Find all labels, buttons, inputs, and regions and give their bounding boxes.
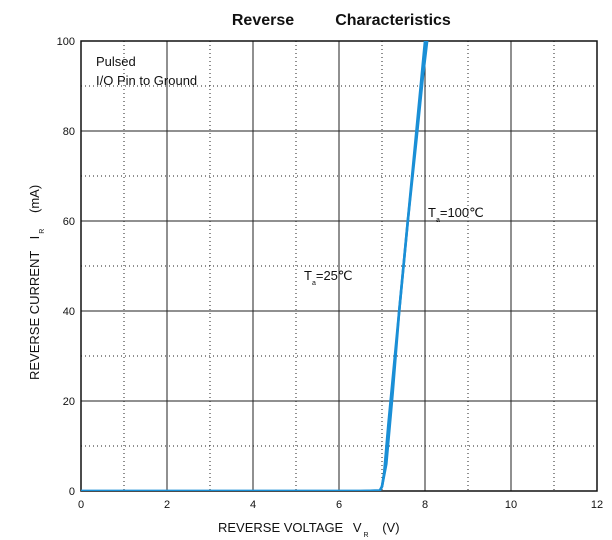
series-label-25c-value: =25℃ xyxy=(316,268,353,283)
y-tick-label: 20 xyxy=(63,396,75,408)
x-tick-label: 12 xyxy=(591,499,603,511)
series-line-100c xyxy=(81,41,429,491)
y-tick-label: 100 xyxy=(57,36,75,48)
series-label-100c: Ta=100℃ xyxy=(428,205,484,224)
svg-text:REVERSE VOLTAGE VR: REVERSE VOLTAGE VR (V) xyxy=(218,520,400,540)
series-label-100c-subscript: a xyxy=(436,217,440,224)
chart-title: Reverse Characteristics xyxy=(232,12,451,29)
x-axis-label-symbol: V xyxy=(353,520,362,535)
series-label-100c-symbol: T xyxy=(428,205,436,220)
y-axis-label: REVERSE CURRENT IR (mA) xyxy=(27,185,47,380)
plot-notes: Pulsed I/O Pin to Ground xyxy=(96,54,197,88)
x-tick-label: 10 xyxy=(505,499,517,511)
note-io-pin-to-ground: I/O Pin to Ground xyxy=(96,73,197,88)
y-axis-label-symbol: I xyxy=(27,236,42,240)
series-label-100c-value: =100℃ xyxy=(440,205,484,220)
x-tick-label: 4 xyxy=(250,499,256,511)
x-axis-label: REVERSE VOLTAGE VR (V) xyxy=(218,520,400,540)
chart-title-part-2: Characteristics xyxy=(335,12,451,29)
y-axis-label-subscript: R xyxy=(39,229,46,234)
svg-text:Ta=100℃: Ta=100℃ xyxy=(428,205,484,224)
y-tick-label: 60 xyxy=(63,216,75,228)
x-axis-label-text: REVERSE VOLTAGE xyxy=(218,520,344,535)
svg-text:REVERSE CURRENT IR: REVERSE CURRENT IR (mA) xyxy=(27,185,47,380)
series-label-25c: Ta=25℃ xyxy=(304,268,353,287)
tick-labels: 0 2 4 6 8 10 12 0 20 40 60 80 100 xyxy=(57,36,603,511)
series-label-25c-subscript: a xyxy=(312,280,316,287)
chart-title-part-1: Reverse xyxy=(232,12,294,29)
y-tick-label: 80 xyxy=(63,126,75,138)
series-label-25c-symbol: T xyxy=(304,268,312,283)
svg-text:Ta=25℃: Ta=25℃ xyxy=(304,268,353,287)
plot-area xyxy=(81,41,429,491)
y-tick-label: 0 xyxy=(69,486,75,498)
y-tick-label: 40 xyxy=(63,306,75,318)
x-axis-label-unit: (V) xyxy=(382,520,399,535)
y-axis-label-unit: (mA) xyxy=(27,185,42,213)
x-tick-label: 8 xyxy=(422,499,428,511)
x-tick-label: 0 xyxy=(78,499,84,511)
note-pulsed: Pulsed xyxy=(96,54,136,69)
y-axis-label-text: REVERSE CURRENT xyxy=(27,251,42,380)
x-tick-label: 6 xyxy=(336,499,342,511)
x-axis-label-subscript: R xyxy=(364,532,369,539)
x-tick-label: 2 xyxy=(164,499,170,511)
